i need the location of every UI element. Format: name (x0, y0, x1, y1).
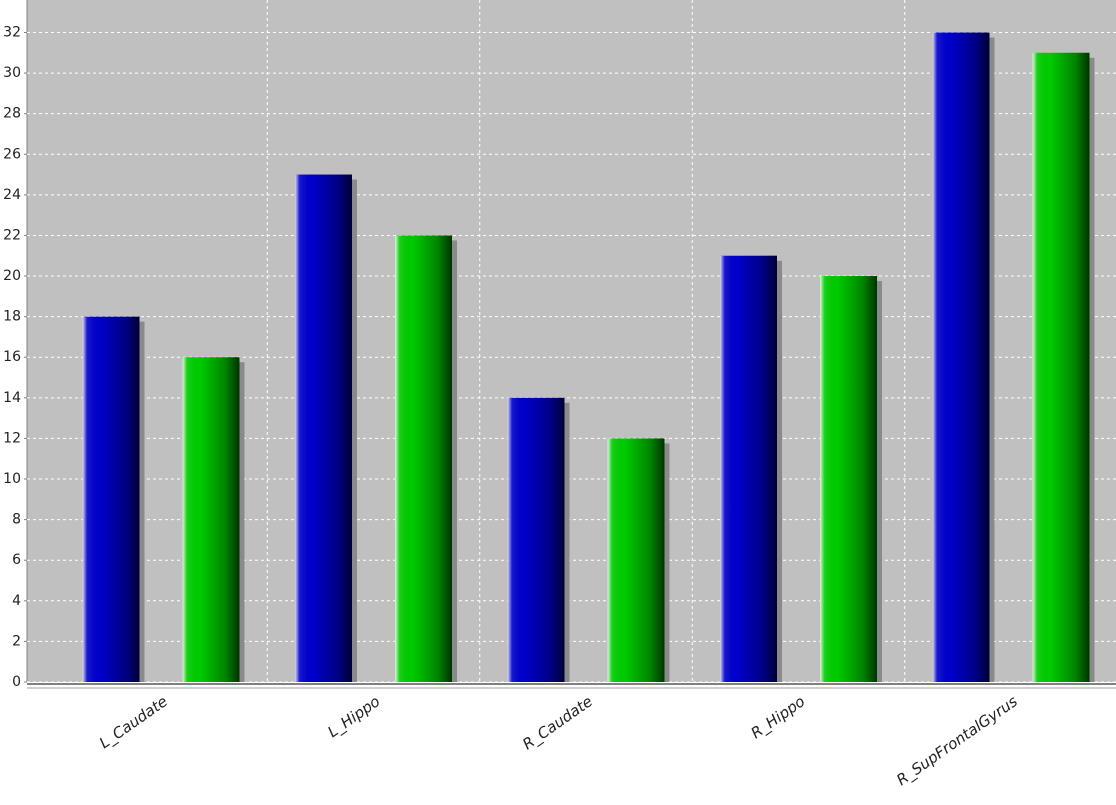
bar-shade (720, 255, 777, 682)
bar-shade (1032, 52, 1090, 683)
y-tick-label: 6 (12, 552, 21, 568)
y-tick-label: 10 (3, 471, 21, 487)
y-tick-label: 24 (3, 187, 21, 203)
y-tick-label: 22 (3, 227, 21, 243)
x-tick-label: R_Caudate (519, 692, 596, 754)
bar-shade (932, 32, 990, 682)
bar-shade (607, 438, 665, 682)
y-tick-label: 2 (12, 633, 21, 649)
y-tick-label: 28 (3, 106, 21, 122)
y-tick-label: 12 (3, 430, 21, 446)
bar-shade (182, 357, 240, 682)
x-tick-label: L_Caudate (96, 692, 171, 753)
bar-shade (295, 174, 352, 683)
y-tick-label: 26 (3, 146, 21, 162)
y-tick-label: 4 (12, 593, 21, 609)
y-tick-label: 0 (12, 674, 21, 690)
x-tick-label: R_SupFrontalGyrus (893, 692, 1021, 790)
y-tick-label: 20 (3, 268, 21, 284)
y-tick-label: 8 (12, 512, 21, 528)
bar-shade (82, 316, 140, 682)
y-tick-label: 14 (3, 390, 21, 406)
x-tick-label: R_Hippo (748, 692, 809, 743)
bar-shade (395, 235, 452, 682)
y-tick-label: 18 (3, 309, 21, 325)
y-tick-label: 16 (3, 349, 21, 365)
y-tick-label: 32 (3, 24, 21, 40)
x-tick-label: L_Hippo (324, 692, 384, 742)
bar-shade (507, 397, 565, 682)
bar-shade (820, 276, 877, 682)
y-tick-label: 30 (3, 65, 21, 81)
